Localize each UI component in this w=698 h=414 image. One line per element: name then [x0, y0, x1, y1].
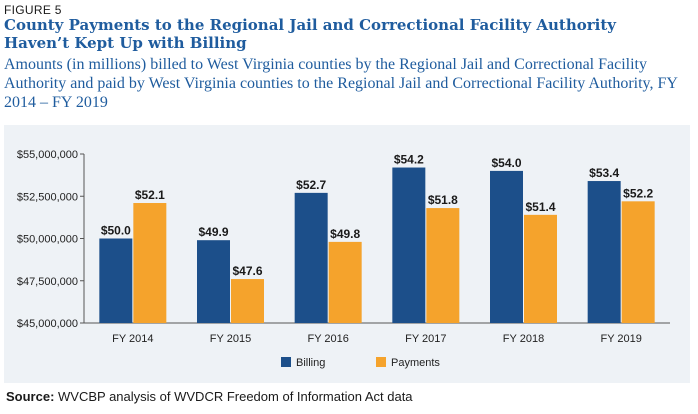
chart-title: County Payments to the Regional Jail and…	[4, 16, 694, 52]
bar-payments	[524, 214, 557, 323]
source-text: WVCBP analysis of WVDCR Freedom of Infor…	[58, 389, 413, 404]
data-label-payments: $51.8	[428, 193, 458, 207]
data-label-billing: $52.7	[296, 178, 326, 192]
x-tick-label: FY 2016	[307, 333, 348, 345]
source-label: Source:	[6, 389, 55, 404]
data-label-payments: $52.2	[623, 186, 653, 200]
data-label-payments: $51.4	[525, 200, 555, 214]
bar-billing	[99, 238, 133, 323]
data-label-billing: $54.2	[394, 153, 424, 167]
bar-billing	[197, 240, 230, 323]
bar-payments	[231, 279, 264, 323]
legend-swatch-payments	[376, 357, 386, 367]
title-line-2: Haven’t Kept Up with Billing	[4, 34, 247, 52]
y-tick-label: $52,500,000	[17, 191, 78, 203]
bar-billing	[490, 170, 523, 323]
y-tick-label: $45,000,000	[17, 318, 78, 330]
data-label-billing: $49.9	[198, 225, 228, 239]
y-tick-label: $50,000,000	[17, 234, 78, 246]
source-note: Source: WVCBP analysis of WVDCR Freedom …	[6, 389, 413, 404]
bar-payments	[133, 203, 167, 323]
x-tick-label: FY 2019	[600, 333, 641, 345]
bar-payments	[426, 208, 460, 323]
x-tick-label: FY 2014	[112, 333, 153, 345]
x-tick-label: FY 2017	[405, 333, 446, 345]
data-label-payments: $47.6	[232, 264, 262, 278]
chart-subtitle: Amounts (in millions) billed to West Vir…	[4, 56, 678, 111]
chart-area: $45,000,000 $47,500,000 $50,000,000 $52,500…	[4, 125, 690, 383]
bar-billing	[294, 192, 328, 323]
data-label-billing: $54.0	[491, 156, 521, 170]
title-line-1: County Payments to the Regional Jail and…	[4, 16, 616, 34]
data-label-payments: $52.1	[135, 188, 165, 202]
bar-billing	[587, 181, 621, 323]
bar-billing	[392, 167, 426, 323]
figure-label: FIGURE 5	[4, 3, 62, 17]
y-tick-label: $47,500,000	[17, 276, 78, 288]
data-label-billing: $50.0	[101, 224, 131, 238]
x-tick-label: FY 2015	[210, 333, 251, 345]
x-tick-label: FY 2018	[503, 333, 544, 345]
bar-payments	[621, 201, 655, 323]
bar-chart: $45,000,000 $47,500,000 $50,000,000 $52,500…	[17, 149, 670, 369]
y-tick-label: $55,000,000	[17, 149, 78, 161]
legend-swatch-billing	[281, 357, 291, 367]
data-label-billing: $53.4	[589, 166, 619, 180]
data-label-payments: $49.8	[330, 227, 360, 241]
legend-label-payments: Payments	[391, 357, 440, 369]
legend-label-billing: Billing	[296, 357, 325, 369]
bar-payments	[328, 241, 362, 323]
